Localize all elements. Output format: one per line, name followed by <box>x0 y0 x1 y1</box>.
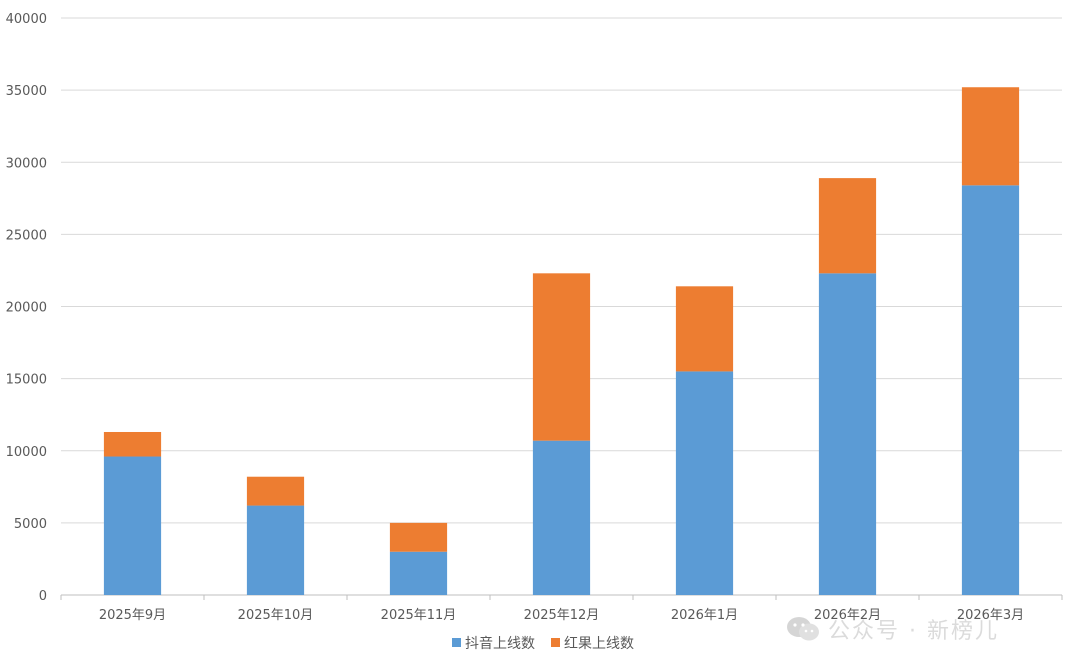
y-tick-label: 10000 <box>6 445 47 460</box>
y-tick-label: 15000 <box>6 373 47 388</box>
bar-segment-series-0 <box>103 456 162 595</box>
bar-segment-series-0 <box>961 185 1020 595</box>
bar-segment-series-1 <box>246 476 305 506</box>
legend-label: 抖音上线数 <box>465 635 535 652</box>
x-tick-label: 2026年1月 <box>671 608 738 623</box>
y-tick-label: 20000 <box>6 301 47 316</box>
bar-segment-series-1 <box>103 431 162 457</box>
bar-segment-series-1 <box>961 87 1020 186</box>
legend: 抖音上线数 红果上线数 <box>452 635 634 652</box>
y-axis-ticks: 0 5000 10000 15000 20000 25000 30000 35000 40000 <box>6 12 47 604</box>
bar-segment-series-0 <box>532 440 591 595</box>
bar-segment-series-1 <box>818 178 877 274</box>
y-tick-label: 35000 <box>6 84 47 99</box>
bars <box>103 87 1020 595</box>
x-tick-label: 2025年10月 <box>238 608 314 623</box>
watermark: 公众号 · 新榜儿 <box>786 614 999 644</box>
x-tick-label: 2026年2月 <box>814 608 881 623</box>
y-tick-label: 0 <box>39 589 47 604</box>
bar-segment-series-1 <box>389 522 448 552</box>
y-tick-label: 40000 <box>6 12 47 27</box>
bar-segment-series-0 <box>818 273 877 595</box>
watermark-text: 公众号 · 新榜儿 <box>828 619 999 644</box>
bar-segment-series-0 <box>675 371 734 595</box>
legend-swatch <box>551 638 560 647</box>
y-tick-label: 30000 <box>6 156 47 171</box>
x-tick-label: 2025年12月 <box>524 608 600 623</box>
wechat-icon <box>787 617 819 641</box>
bar-segment-series-1 <box>532 273 591 441</box>
x-tick-label: 2025年9月 <box>99 608 166 623</box>
bar-segment-series-0 <box>246 505 305 595</box>
y-tick-label: 25000 <box>6 228 47 243</box>
legend-swatch <box>452 638 461 647</box>
bar-segment-series-0 <box>389 551 448 595</box>
x-tick-label: 2026年3月 <box>957 608 1024 623</box>
y-tick-label: 5000 <box>14 517 47 532</box>
x-tick-label: 2025年11月 <box>381 608 457 623</box>
legend-label: 红果上线数 <box>564 636 634 652</box>
x-axis: 2025年9月 2025年10月 2025年11月 2025年12月 2026年1月 20… <box>60 595 1063 623</box>
bar-segment-series-1 <box>675 286 734 372</box>
